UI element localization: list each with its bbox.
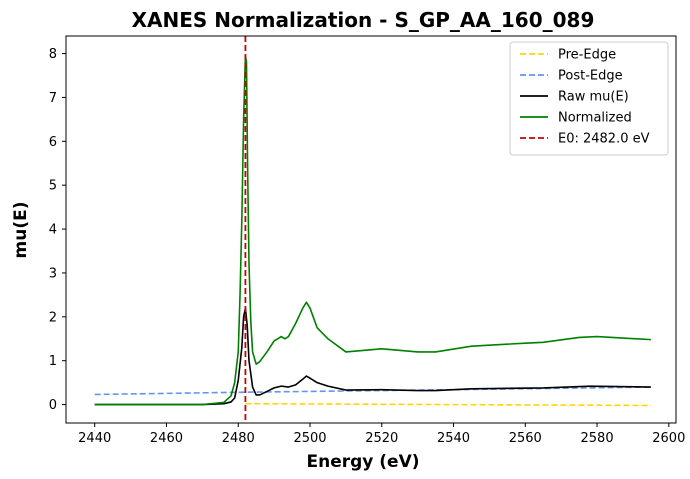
legend-label: Pre-Edge (558, 48, 616, 63)
legend-frame (509, 41, 669, 156)
y-tick-label: 7 (49, 91, 57, 106)
series-group (94, 36, 651, 423)
chart-title: XANES Normalization - S_GP_AA_160_089 (132, 8, 595, 32)
y-tick-label: 5 (49, 179, 57, 194)
x-axis-label: Energy (eV) (306, 452, 419, 472)
y-tick-label: 6 (49, 135, 57, 150)
x-tick-label: 2600 (652, 431, 685, 446)
legend-label: Raw mu(E) (558, 90, 629, 105)
legend: Pre-Edge Post-Edge Raw mu(E) Normalized E0: … (509, 41, 669, 156)
x-tick-label: 2540 (437, 431, 470, 446)
x-tick-label: 2580 (581, 431, 614, 446)
x-tick-label: 2440 (78, 431, 111, 446)
x-tick-label: 2480 (222, 431, 255, 446)
plot-area: 2440 2460 2480 2500 2520 2540 2560 2580 2600 0 1 2 3… (49, 35, 685, 446)
y-tick-label: 1 (49, 354, 57, 369)
series-raw-mu-e-line (94, 307, 651, 406)
x-tick-label: 2520 (365, 431, 398, 446)
x-tick-label: 2560 (509, 431, 542, 446)
y-tick-label: 2 (49, 310, 57, 325)
legend-label: E0: 2482.0 eV (558, 132, 650, 147)
series-normalized-line (94, 54, 651, 406)
y-tick-label: 8 (49, 47, 57, 62)
series-pre-edge-line (245, 402, 651, 407)
y-tick-label: 3 (49, 266, 57, 281)
series-post-edge-line (94, 386, 651, 396)
legend-label: Normalized (558, 111, 632, 126)
y-axis-label: mu(E) (11, 202, 31, 259)
y-tick-label: 4 (49, 223, 57, 238)
x-tick-label: 2460 (150, 431, 183, 446)
x-tick-label: 2500 (293, 431, 326, 446)
y-tick-label: 0 (49, 398, 57, 413)
legend-label: Post-Edge (558, 69, 623, 84)
